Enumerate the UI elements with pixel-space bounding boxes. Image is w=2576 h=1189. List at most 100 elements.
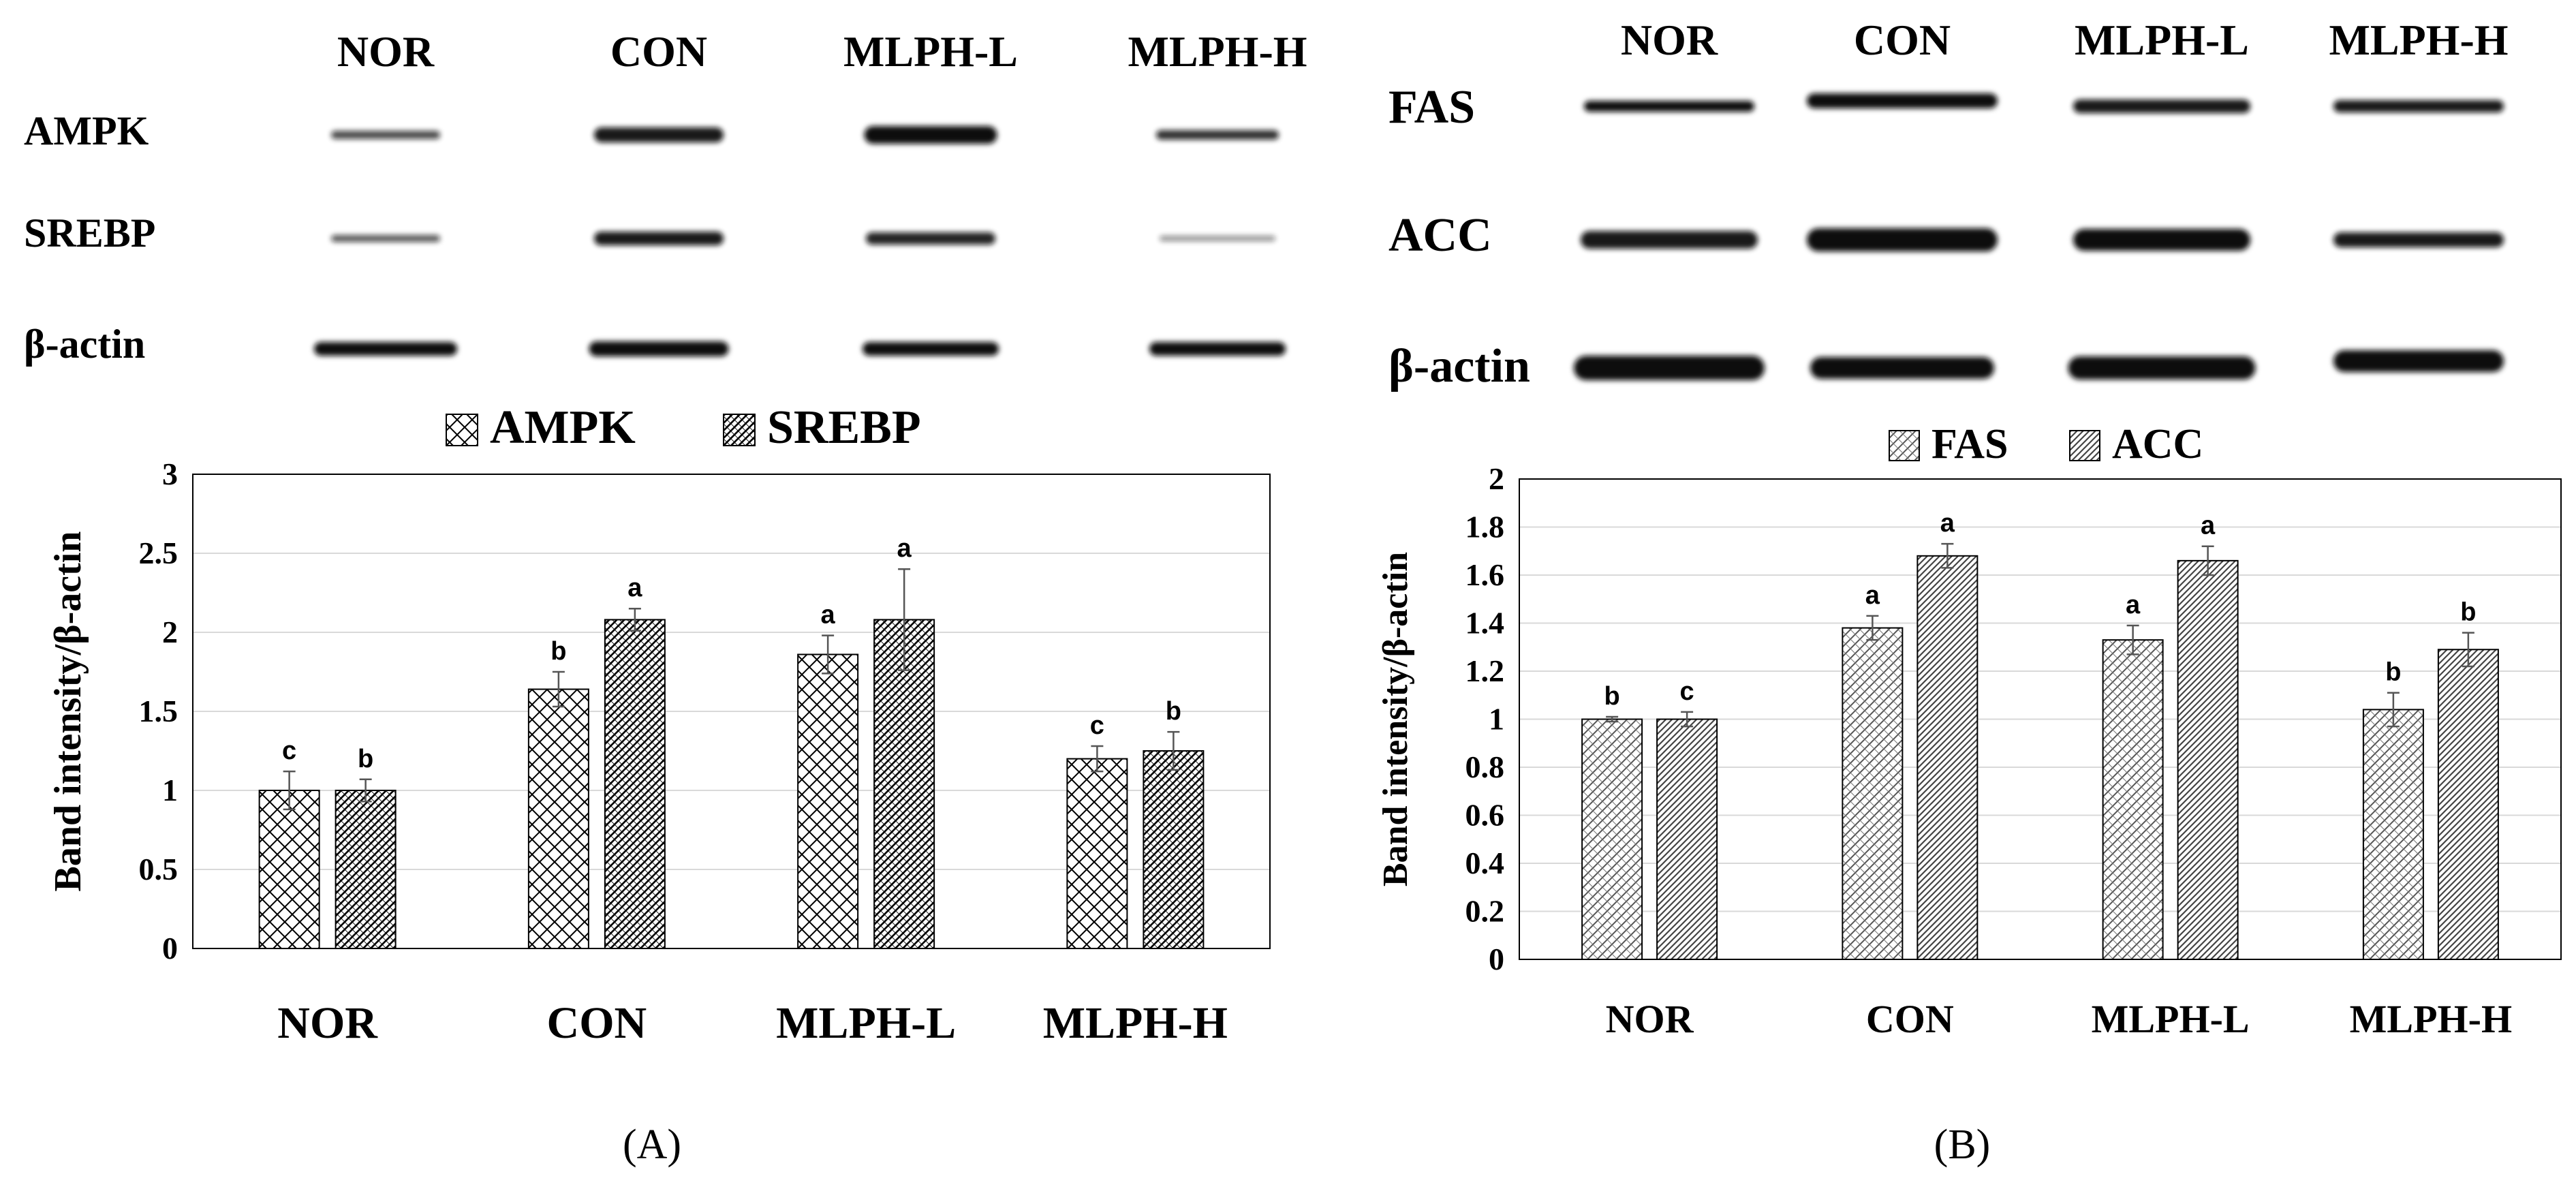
bar-chart-a: c b b a a a c b 0 0.5 1 1.5 2 2.5 3 NOR CON MLPH-L MLPH-… [47,457,1271,1048]
legend-label-fas: FAS [1931,421,2008,467]
significance-letter: a [821,601,836,630]
plot-area-a [192,474,1271,949]
bar-ampk-nor [258,790,320,949]
bar-ampk-mlph-l [797,653,859,949]
bar-acc-mlph-h [2437,649,2499,961]
y-axis-label-b: Band intensity/β-actin [1376,552,1415,886]
blot-band-actin-con [1810,357,1994,379]
x-category-label: MLPH-H [1043,998,1228,1048]
bar-fas-nor [1581,718,1643,960]
panel-label-a: (A) [623,1122,681,1168]
y-tick-label: 1.2 [1465,653,1505,688]
significance-letter: a [1865,581,1880,610]
error-bar-srebp-con [628,607,641,632]
significance-letter: b [358,745,373,773]
blot-band-actin-mlph-l [863,342,999,356]
blot-band-acc-con [1807,228,1998,251]
blot-band-srebp-con [594,232,724,245]
error-bar-fas-mlph-l [2126,624,2139,655]
error-bar-fas-mlph-h [2387,692,2400,728]
legend-swatch-ampk [446,414,478,446]
error-bar-acc-mlph-l [2201,545,2214,576]
x-category-label: MLPH-L [776,998,956,1048]
blot-row-label-actin: β-actin [24,322,145,367]
bar-srebp-mlph-l [873,619,935,949]
x-category-label: NOR [277,998,378,1048]
significance-letter: a [2201,512,2216,540]
blot-lane-label-mlph-l: MLPH-L [843,27,1018,76]
blot-row-label-srebp: SREBP [24,211,155,256]
blot-row-label-fas: FAS [1388,81,1475,134]
blot-lane-label-mlph-h: MLPH-H [1128,27,1307,76]
bar-ampk-con [527,688,589,950]
error-bar-acc-nor [1681,711,1694,728]
significance-letter: a [897,534,912,563]
significance-letter: c [1090,711,1104,740]
y-tick-label: 2 [1489,461,1504,496]
blot-band-ampk-con [594,127,724,142]
error-bar-ampk-mlph-h [1091,745,1104,773]
y-tick-label: 1.5 [139,694,179,728]
blot-band-acc-nor [1581,231,1758,249]
y-tick-label: 3 [162,457,178,491]
legend-swatch-fas [1889,430,1920,461]
legend-label-ampk: AMPK [490,401,636,454]
blot-band-ampk-nor [331,131,440,139]
bar-acc-con [1917,555,1978,960]
significance-letter: b [1604,682,1620,711]
blot-band-actin-nor [314,342,457,356]
significance-letter: c [1680,677,1694,706]
error-bar-srebp-nor [359,778,372,803]
legend-a: AMPK SREBP [446,401,921,454]
error-bar-fas-nor [1606,715,1619,723]
significance-letter: b [2385,658,2401,687]
y-tick-label: 0.2 [1465,894,1505,929]
blot-band-actin-mlph-h [1149,342,1286,356]
blot-band-acc-mlph-h [2333,232,2504,247]
significance-letter: b [1166,697,1181,726]
x-category-label: MLPH-H [2350,997,2512,1041]
blot-lane-label-con: CON [1854,16,1951,64]
error-bar-acc-mlph-h [2462,632,2474,668]
blot-band-actin-mlph-h [2333,350,2504,372]
blot-band-fas-mlph-l [2073,99,2250,113]
blot-band-srebp-nor [331,235,440,242]
blot-lane-label-mlph-h: MLPH-H [2329,16,2508,64]
blot-row-label-actin: β-actin [1388,340,1530,392]
blot-lane-label-nor: NOR [337,27,435,76]
error-bar-ampk-con [552,670,565,708]
bar-fas-mlph-h [2362,709,2424,961]
error-bar-srebp-mlph-l [898,568,911,671]
y-tick-label: 0 [162,931,178,966]
blot-lane-label-con: CON [610,27,707,76]
blot-lane-label-nor: NOR [1621,16,1718,64]
y-tick-label: 0 [1489,942,1504,976]
blot-row-label-acc: ACC [1388,209,1492,262]
legend-swatch-srebp [723,414,756,446]
blot-band-actin-nor [1574,356,1765,380]
significance-letter: a [627,574,642,602]
x-category-label: CON [547,998,647,1048]
blot-band-fas-con [1807,93,1998,108]
plot-area-b [1519,478,2562,960]
legend-label-srebp: SREBP [767,401,921,454]
y-tick-label: 1.4 [1465,606,1505,640]
blot-lane-label-mlph-l: MLPH-L [2075,16,2249,64]
error-bar-srebp-mlph-h [1167,730,1180,771]
bar-chart-b: b c a a a a b b 0 0.2 0.4 0.6 0.8 1 1.2 1.4 1.6 1.8 2 NOR… [1376,461,2562,1041]
bar-fas-con [1842,627,1904,960]
bar-acc-nor [1656,718,1718,960]
bar-srebp-mlph-h [1143,750,1205,949]
blot-band-acc-mlph-l [2073,229,2250,251]
blot-band-srebp-mlph-l [866,232,995,245]
error-bar-acc-con [1941,542,1954,569]
blot-band-ampk-mlph-l [864,126,997,144]
error-bar-ampk-nor [283,770,296,811]
error-bar-fas-con [1866,615,1879,641]
y-tick-label: 0.4 [1465,846,1505,880]
y-tick-label: 2 [162,615,178,649]
bar-srebp-con [604,619,666,949]
legend-label-acc: ACC [2112,421,2203,467]
x-category-label: NOR [1606,997,1694,1041]
